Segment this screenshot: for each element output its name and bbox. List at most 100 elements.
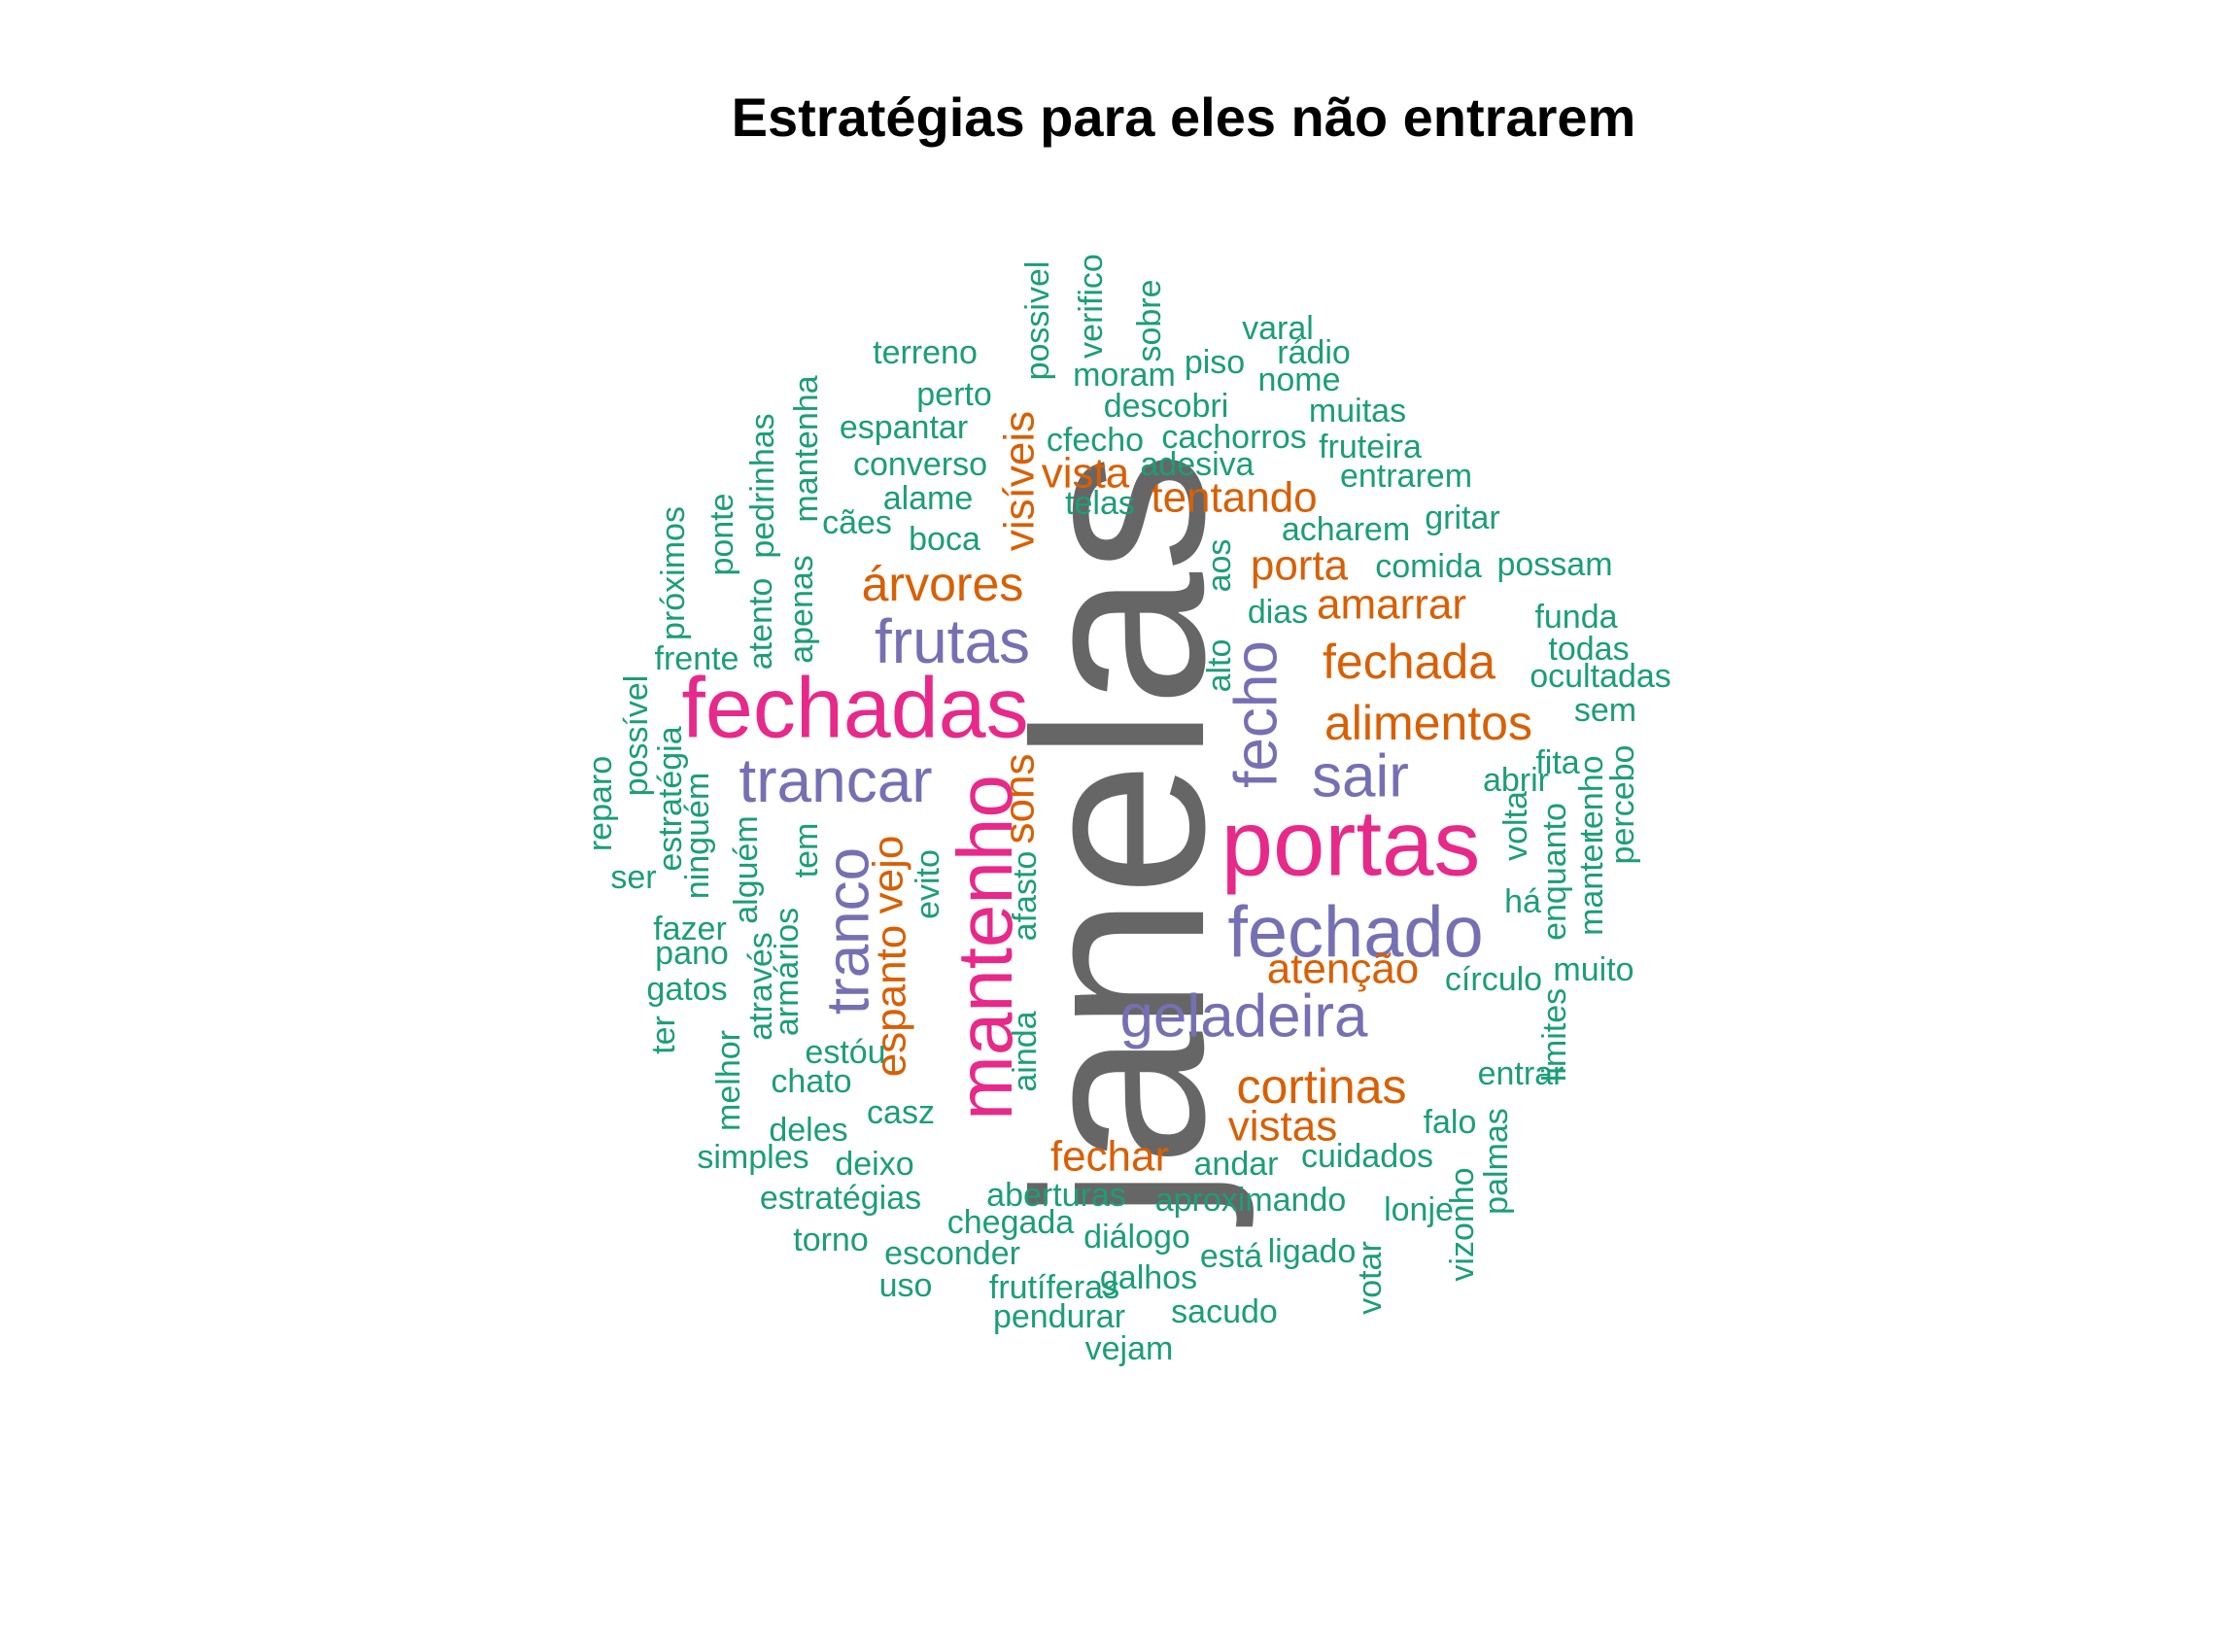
word-99: apenas	[783, 555, 820, 664]
word-118: tenho	[1573, 755, 1610, 838]
word-101: alto	[1201, 639, 1238, 693]
word-103: reparo	[582, 756, 619, 851]
word-5: frutas	[875, 606, 1030, 676]
word-2: fechadas	[681, 659, 1028, 755]
word-53: ocultadas	[1530, 658, 1671, 695]
word-60: pano	[655, 935, 729, 972]
word-17: porta	[1251, 542, 1349, 590]
word-80: torno	[793, 1222, 869, 1258]
word-44: entrarem	[1340, 458, 1472, 495]
word-30: alame	[883, 480, 974, 517]
word-86: simples	[697, 1139, 808, 1176]
word-36: rádio	[1277, 334, 1351, 371]
word-8: sair	[1312, 742, 1409, 809]
word-18: amarrar	[1317, 581, 1466, 629]
word-114: ainda	[1007, 1011, 1044, 1091]
word-16: vistas	[1228, 1103, 1337, 1151]
word-50: dias	[1248, 594, 1308, 631]
word-62: há	[1504, 883, 1541, 920]
word-48: comida	[1375, 548, 1482, 585]
word-63: muito	[1553, 951, 1633, 988]
word-115: volta	[1497, 791, 1534, 861]
word-70: lonje	[1384, 1191, 1454, 1228]
word-102: possível	[618, 675, 655, 797]
word-100: aos	[1201, 539, 1238, 593]
word-85: deixo	[835, 1146, 913, 1183]
word-58: ser	[610, 859, 656, 896]
word-64: círculo	[1445, 961, 1542, 998]
word-54: sem	[1574, 692, 1636, 729]
word-82: chegada	[947, 1204, 1075, 1241]
word-34: piso	[1185, 344, 1245, 381]
word-7: geladeira	[1119, 982, 1368, 1050]
word-25: espanto	[868, 925, 915, 1078]
word-76: pendurar	[993, 1298, 1125, 1335]
word-29: converso	[853, 446, 987, 483]
word-4: fechado	[1227, 892, 1483, 973]
word-84: estratégias	[760, 1180, 921, 1217]
word-43: adesiva	[1140, 446, 1254, 483]
word-21: atenção	[1267, 946, 1420, 993]
word-71: ligado	[1268, 1233, 1357, 1270]
word-74: sacudo	[1171, 1293, 1278, 1330]
word-105: ninguém	[679, 773, 716, 899]
word-14: cortinas	[1236, 1059, 1406, 1114]
word-24: vejo	[865, 836, 912, 914]
word-122: vizonho	[1444, 1167, 1481, 1281]
word-27: perto	[916, 376, 992, 413]
word-3: mantenho	[942, 774, 1028, 1120]
word-123: votar	[1352, 1241, 1389, 1315]
word-88: casz	[867, 1094, 935, 1131]
word-83: aberturas	[986, 1177, 1126, 1214]
word-119: percebo	[1604, 745, 1641, 865]
word-45: telas	[1065, 485, 1135, 522]
word-26: terreno	[873, 334, 978, 371]
chart-title: Estratégias para eles não entrarem	[731, 86, 1636, 148]
word-22: visíveis	[996, 411, 1044, 551]
word-72: está	[1200, 1238, 1262, 1275]
word-61: gatos	[646, 971, 727, 1008]
word-41: cachorros	[1161, 419, 1306, 456]
word-117: manter	[1573, 833, 1610, 936]
word-77: frutíferas	[989, 1269, 1119, 1306]
word-110: através	[742, 932, 779, 1041]
word-93: sobre	[1131, 279, 1168, 361]
word-6: trancar	[739, 745, 932, 815]
word-68: andar	[1194, 1146, 1279, 1183]
word-96: ponte	[704, 493, 740, 575]
word-0: janelas	[983, 451, 1255, 1227]
word-51: funda	[1534, 599, 1617, 636]
word-1: portas	[1221, 791, 1481, 895]
word-38: descobri	[1104, 388, 1229, 425]
word-23: sons	[996, 754, 1044, 844]
word-9: fecho	[1222, 640, 1289, 788]
word-67: cuidados	[1301, 1138, 1433, 1175]
word-15: fechar	[1050, 1133, 1169, 1181]
word-42: fruteira	[1319, 429, 1422, 465]
word-59: fazer	[653, 911, 727, 947]
word-97: próximos	[655, 506, 692, 640]
word-113: melhor	[710, 1030, 747, 1131]
word-65: entrar	[1478, 1055, 1564, 1092]
word-78: uso	[879, 1267, 933, 1304]
word-66: falo	[1424, 1104, 1477, 1141]
word-46: gritar	[1425, 499, 1499, 536]
word-49: possam	[1496, 546, 1612, 583]
word-39: muitas	[1309, 393, 1406, 430]
word-89: chato	[771, 1063, 851, 1100]
word-11: árvores	[862, 557, 1024, 611]
word-37: nome	[1257, 361, 1340, 398]
word-87: deles	[769, 1112, 847, 1149]
word-33: moram	[1073, 357, 1176, 394]
word-79: esconder	[884, 1235, 1020, 1272]
word-104: estratégia	[652, 726, 689, 871]
word-19: tentando	[1151, 474, 1317, 522]
word-94: mantenha	[788, 375, 825, 522]
word-108: evito	[910, 849, 946, 919]
word-95: pedrinhas	[744, 413, 781, 558]
word-20: vista	[1042, 450, 1130, 498]
word-91: possivel	[1019, 261, 1056, 381]
word-52: todas	[1548, 631, 1629, 668]
word-106: alguém	[728, 815, 765, 924]
